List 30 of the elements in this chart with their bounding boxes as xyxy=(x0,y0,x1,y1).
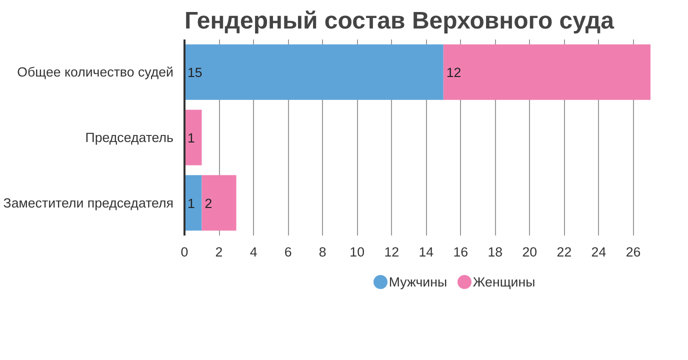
x-tick-label: 12 xyxy=(384,244,400,260)
data-label: 1 xyxy=(188,196,195,211)
x-tick-label: 4 xyxy=(250,244,258,260)
bar xyxy=(184,175,202,231)
data-label: 12 xyxy=(446,65,462,80)
y-tick-label: Общее количество судей xyxy=(17,64,174,80)
x-tick-label: 0 xyxy=(180,244,188,260)
bar xyxy=(443,44,650,100)
chart-title: Гендерный состав Верховного суда xyxy=(184,8,615,34)
y-tick-label: Председатель xyxy=(85,130,174,145)
x-tick-label: 22 xyxy=(556,244,572,260)
legend-label: Мужчины xyxy=(388,274,448,290)
data-label: 1 xyxy=(188,130,195,146)
x-tick-label: 6 xyxy=(284,244,292,260)
x-tick-label: 20 xyxy=(522,244,538,260)
x-tick-label: 18 xyxy=(488,244,503,260)
x-tick-label: 8 xyxy=(318,244,326,260)
y-tick-label: Заместители председателя xyxy=(3,195,174,210)
x-tick-label: 26 xyxy=(626,244,641,260)
x-tick-label: 16 xyxy=(453,244,468,260)
x-tick-label: 24 xyxy=(591,244,607,260)
data-label: 2 xyxy=(204,196,212,211)
legend-label: Женщины xyxy=(472,274,536,290)
bar xyxy=(184,110,202,166)
x-tick-label: 2 xyxy=(215,244,223,260)
bar xyxy=(202,175,236,231)
data-label: 15 xyxy=(188,65,202,80)
x-tick-label: 10 xyxy=(350,244,365,260)
x-tick-label: 14 xyxy=(418,244,434,260)
bar xyxy=(184,44,444,100)
